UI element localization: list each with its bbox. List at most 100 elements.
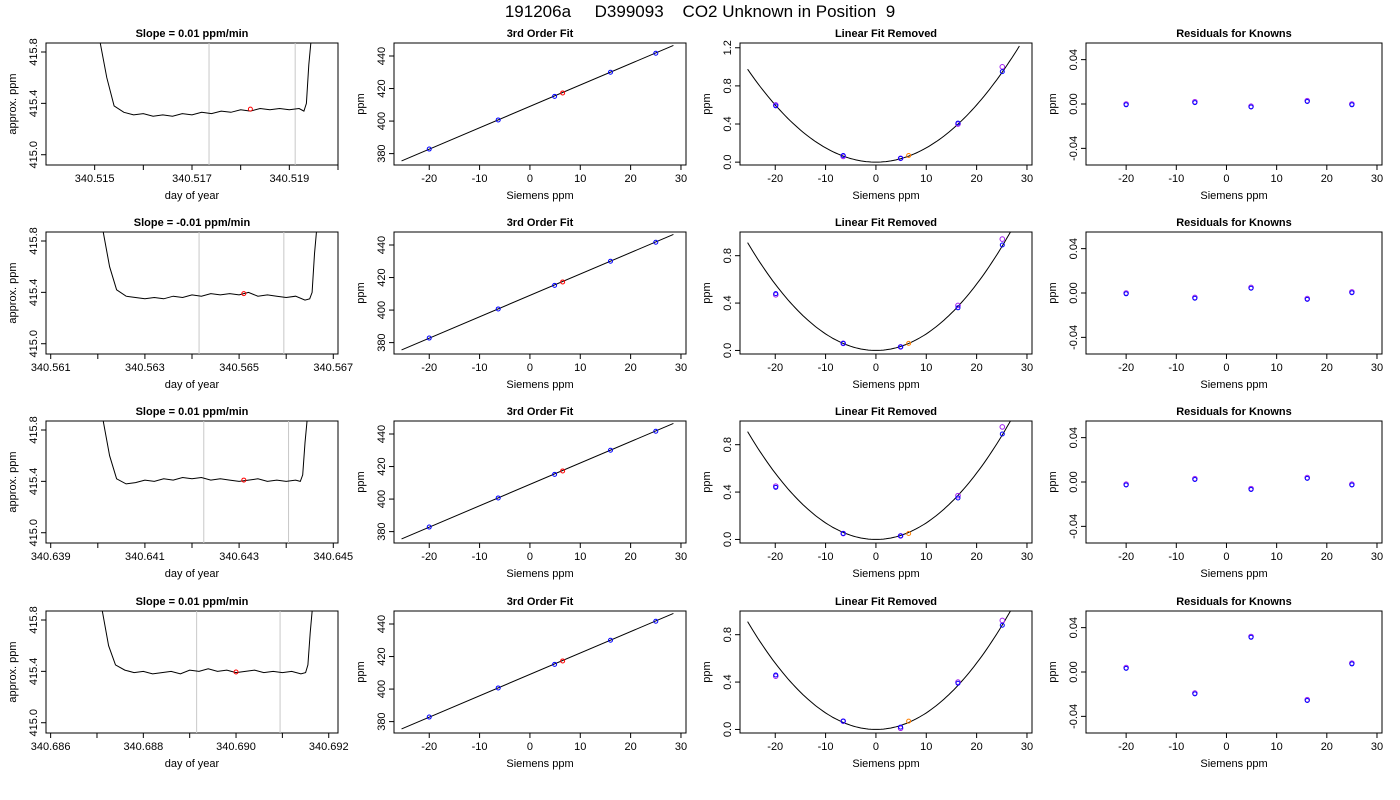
y-axis-label: ppm bbox=[355, 661, 367, 682]
y-tick-label: 0.00 bbox=[1068, 471, 1080, 492]
y-tick-label: 415.0 bbox=[28, 141, 40, 169]
plot-area bbox=[401, 612, 674, 730]
plot-frame bbox=[739, 231, 1033, 355]
panel-title: Slope = 0.01 ppm/min bbox=[136, 596, 249, 608]
x-tick-label: 20 bbox=[624, 362, 636, 374]
plot-frame bbox=[393, 231, 687, 355]
plot-area bbox=[401, 422, 674, 540]
unknown-point bbox=[560, 658, 566, 664]
unknown-point bbox=[906, 152, 912, 158]
x-tick-label: 10 bbox=[574, 362, 586, 374]
residual-point bbox=[1248, 285, 1254, 291]
y-axis-label: approx. ppm bbox=[7, 641, 19, 702]
y-axis-label: ppm bbox=[1047, 282, 1059, 303]
x-tick-label: 30 bbox=[1021, 173, 1033, 185]
y-tick-label: 415.8 bbox=[28, 416, 40, 444]
x-axis-label: day of year bbox=[165, 379, 220, 391]
x-tick-label: 30 bbox=[675, 741, 687, 753]
quadratic-curve bbox=[747, 611, 1012, 730]
x-tick-label: -20 bbox=[767, 173, 783, 185]
residual-point bbox=[1304, 98, 1310, 104]
unknown-point bbox=[906, 531, 912, 537]
plot-frame bbox=[393, 42, 687, 166]
figure-title: 191206a D399093 CO2 Unknown in Position … bbox=[505, 2, 895, 21]
x-tick-label: 10 bbox=[574, 741, 586, 753]
x-tick-label: 0 bbox=[873, 173, 879, 185]
unknown-point bbox=[560, 468, 566, 474]
known-point-alt bbox=[772, 483, 779, 489]
y-axis-label: ppm bbox=[701, 661, 713, 682]
x-tick-label: 30 bbox=[1021, 362, 1033, 374]
x-tick-label: 340.692 bbox=[309, 741, 349, 753]
x-tick-label: 340.639 bbox=[31, 551, 71, 563]
y-axis-label: ppm bbox=[355, 93, 367, 114]
y-axis-label: ppm bbox=[1047, 93, 1059, 114]
x-tick-label: 20 bbox=[970, 362, 982, 374]
y-tick-label: -0.04 bbox=[1068, 704, 1080, 729]
x-tick-label: -10 bbox=[1168, 741, 1184, 753]
x-axis-label: Siemens ppm bbox=[1200, 379, 1267, 391]
chart-panel-r0-c1: 3rd Order Fit -20 -10 0 10 20 30 380 400 420 440 Si… bbox=[355, 28, 687, 202]
fit-line bbox=[401, 233, 674, 351]
y-tick-label: -0.04 bbox=[1068, 136, 1080, 161]
residual-point bbox=[1248, 104, 1254, 110]
x-tick-label: 0 bbox=[527, 173, 533, 185]
x-axis-label: day of year bbox=[165, 190, 220, 202]
unknown-point bbox=[560, 279, 566, 285]
plot-area bbox=[102, 421, 308, 543]
chart-panel-r0-c2: Linear Fit Removed -20 -10 0 10 20 30 0.0 0.4 0.8… bbox=[701, 28, 1033, 202]
y-tick-label: 415.0 bbox=[28, 709, 40, 737]
mean-marker bbox=[233, 669, 239, 675]
plot-area bbox=[1123, 633, 1355, 704]
chart-panel-r2-c2: Linear Fit Removed -20 -10 0 10 20 30 0.0 0.4 0.8… bbox=[701, 406, 1033, 580]
plot-frame bbox=[1085, 420, 1383, 544]
x-tick-label: 10 bbox=[574, 551, 586, 563]
x-tick-label: 340.567 bbox=[313, 362, 353, 374]
x-tick-label: 30 bbox=[675, 362, 687, 374]
residual-point bbox=[1349, 290, 1355, 296]
residual-point bbox=[1192, 100, 1198, 106]
panel-title: Linear Fit Removed bbox=[835, 28, 937, 40]
x-tick-label: 10 bbox=[1271, 551, 1283, 563]
known-point-alt bbox=[772, 291, 779, 298]
known-point bbox=[840, 718, 846, 724]
y-tick-label: 415.4 bbox=[28, 279, 40, 307]
panel-title: Residuals for Knowns bbox=[1176, 596, 1292, 608]
x-tick-label: 340.563 bbox=[125, 362, 165, 374]
x-axis-label: Siemens ppm bbox=[1200, 568, 1267, 580]
x-tick-label: -10 bbox=[1168, 551, 1184, 563]
y-tick-label: 400 bbox=[376, 490, 388, 508]
x-tick-label: -20 bbox=[1118, 551, 1134, 563]
residual-point bbox=[1123, 102, 1129, 108]
y-tick-label: 0.0 bbox=[722, 343, 734, 358]
x-axis-label: Siemens ppm bbox=[1200, 758, 1267, 770]
y-tick-label: 0.4 bbox=[722, 295, 734, 310]
unknown-point bbox=[560, 90, 566, 96]
y-axis-label: ppm bbox=[1047, 661, 1059, 682]
residual-point bbox=[1349, 102, 1355, 108]
y-tick-label: 0.4 bbox=[722, 674, 734, 689]
panel-title: Slope = 0.01 ppm/min bbox=[136, 28, 249, 40]
plot-area bbox=[1123, 97, 1355, 110]
x-tick-label: -10 bbox=[472, 362, 488, 374]
known-point bbox=[999, 622, 1005, 628]
known-point-alt bbox=[955, 492, 961, 499]
x-tick-label: 10 bbox=[920, 173, 932, 185]
x-tick-label: -10 bbox=[1168, 362, 1184, 374]
x-axis-label: Siemens ppm bbox=[852, 758, 919, 770]
x-tick-label: 10 bbox=[574, 173, 586, 185]
known-point bbox=[999, 242, 1005, 248]
chart-panel-r3-c3: Residuals for Knowns -20 -10 0 10 20 30 -0.04 0.… bbox=[1047, 596, 1383, 770]
fit-line bbox=[401, 612, 674, 730]
x-tick-label: 0 bbox=[873, 551, 879, 563]
known-point bbox=[607, 447, 613, 453]
panel-title: 3rd Order Fit bbox=[507, 28, 574, 40]
x-tick-label: 0 bbox=[527, 362, 533, 374]
y-axis-label: ppm bbox=[1047, 471, 1059, 492]
mean-marker bbox=[247, 106, 253, 112]
x-tick-label: 30 bbox=[1371, 741, 1383, 753]
x-axis-label: Siemens ppm bbox=[506, 379, 573, 391]
x-tick-label: 340.519 bbox=[269, 173, 309, 185]
y-axis-label: ppm bbox=[355, 471, 367, 492]
y-tick-label: 0.04 bbox=[1068, 427, 1080, 448]
